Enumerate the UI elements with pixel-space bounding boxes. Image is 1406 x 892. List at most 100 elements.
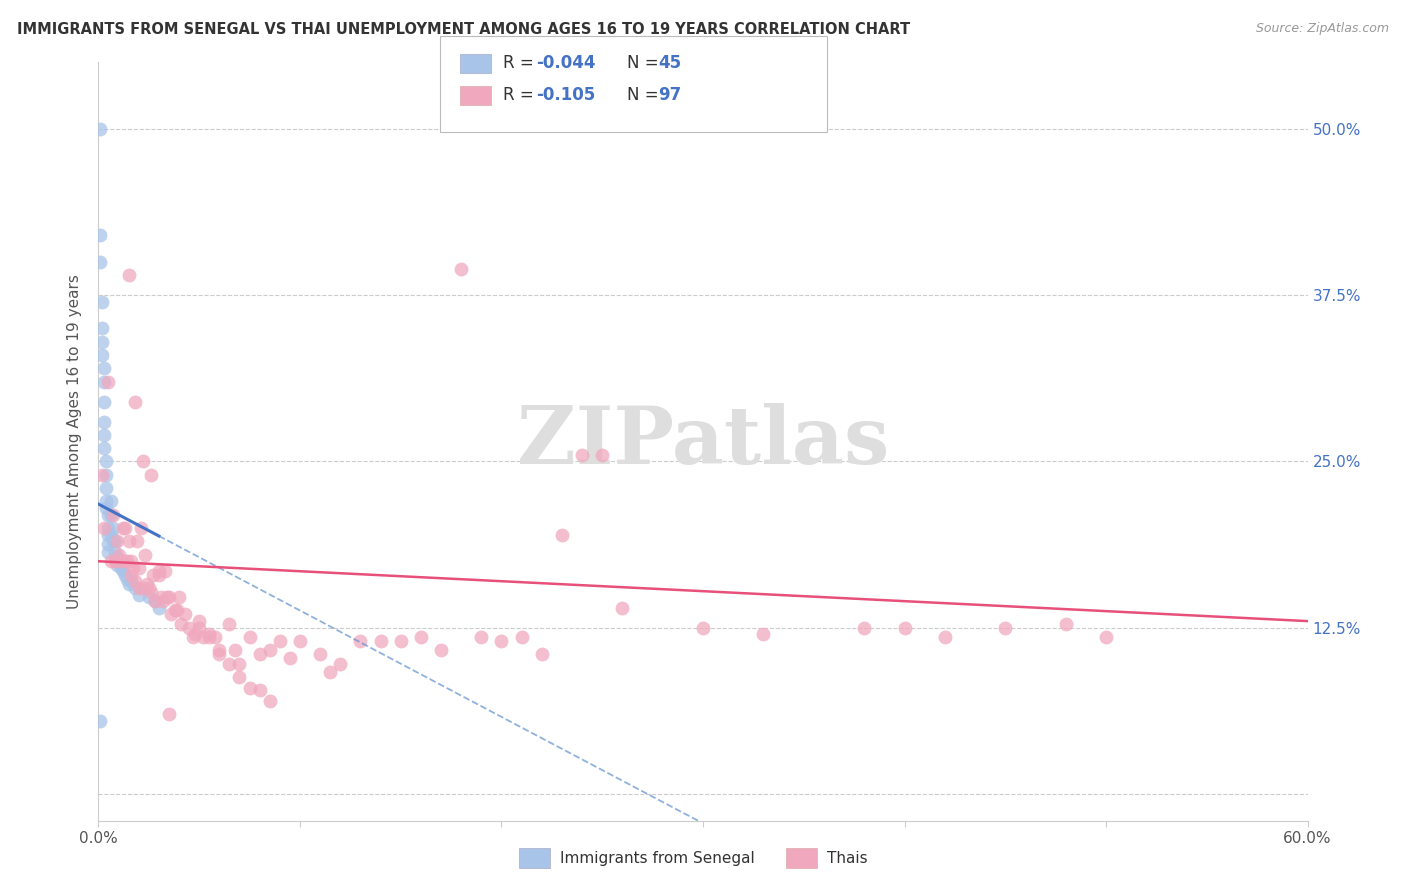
Point — [124, 574, 146, 589]
Point — [612, 600, 634, 615]
Point — [97, 527, 120, 541]
Point — [103, 534, 125, 549]
Point — [389, 634, 412, 648]
Point — [93, 394, 115, 409]
Point — [125, 534, 148, 549]
Point — [105, 550, 128, 565]
Point — [124, 581, 146, 595]
Point — [204, 630, 226, 644]
Point — [157, 707, 180, 722]
Point — [135, 577, 157, 591]
Point — [370, 634, 392, 648]
Point — [470, 630, 492, 644]
Point — [148, 600, 170, 615]
Point — [153, 564, 176, 578]
Point — [89, 714, 111, 728]
Point — [97, 508, 120, 522]
Point — [571, 448, 593, 462]
Point — [148, 567, 170, 582]
Point — [111, 564, 134, 578]
Point — [115, 554, 138, 568]
Point — [118, 268, 141, 283]
Point — [97, 545, 120, 559]
Point — [93, 428, 115, 442]
Point — [349, 634, 371, 648]
Text: N =: N = — [627, 87, 664, 104]
Point — [319, 665, 342, 679]
Point — [228, 657, 250, 671]
Point — [218, 616, 240, 631]
Point — [430, 643, 453, 657]
Point — [143, 594, 166, 608]
Point — [115, 572, 138, 586]
Point — [278, 651, 301, 665]
Point — [157, 590, 180, 604]
Point — [269, 634, 291, 648]
Point — [167, 590, 190, 604]
Point — [1095, 630, 1118, 644]
Point — [91, 467, 114, 482]
Point — [100, 494, 122, 508]
Point — [994, 621, 1017, 635]
Point — [188, 621, 211, 635]
Point — [91, 321, 114, 335]
Point — [96, 494, 118, 508]
Point — [142, 567, 165, 582]
Point — [93, 375, 115, 389]
Point — [239, 630, 262, 644]
Text: ZIPatlas: ZIPatlas — [517, 402, 889, 481]
Point — [120, 554, 142, 568]
Point — [93, 361, 115, 376]
Point — [198, 630, 221, 644]
Point — [174, 607, 197, 622]
Point — [114, 521, 136, 535]
Point — [409, 630, 432, 644]
Point — [89, 122, 111, 136]
Point — [239, 681, 262, 695]
Point — [184, 627, 207, 641]
Point — [100, 554, 122, 568]
Point — [249, 648, 271, 662]
Point — [97, 521, 120, 535]
Point — [1054, 616, 1077, 631]
Point — [208, 648, 231, 662]
Point — [89, 255, 111, 269]
Point — [166, 603, 188, 617]
Point — [114, 567, 136, 582]
Point — [100, 508, 122, 522]
Point — [288, 634, 311, 648]
Point — [259, 694, 281, 708]
Point — [893, 621, 915, 635]
Text: 97: 97 — [658, 87, 682, 104]
Point — [208, 643, 231, 657]
Point — [120, 574, 142, 589]
Point — [181, 630, 204, 644]
Point — [91, 294, 114, 309]
Point — [97, 375, 120, 389]
Point — [148, 564, 170, 578]
Point — [128, 587, 150, 601]
Point — [105, 534, 128, 549]
Text: 45: 45 — [658, 54, 681, 72]
Point — [132, 454, 155, 468]
Point — [138, 590, 160, 604]
Point — [193, 630, 215, 644]
Point — [259, 643, 281, 657]
Point — [692, 621, 714, 635]
Point — [128, 561, 150, 575]
Text: R =: R = — [503, 54, 540, 72]
Point — [128, 581, 150, 595]
Text: N =: N = — [627, 54, 664, 72]
Point — [101, 508, 124, 522]
Point — [491, 634, 513, 648]
Point — [510, 630, 533, 644]
Point — [853, 621, 876, 635]
Y-axis label: Unemployment Among Ages 16 to 19 years: Unemployment Among Ages 16 to 19 years — [67, 274, 83, 609]
Point — [228, 670, 250, 684]
Point — [124, 394, 146, 409]
Point — [188, 614, 211, 628]
Point — [111, 521, 134, 535]
Point — [96, 454, 118, 468]
Point — [110, 554, 132, 568]
Point — [91, 348, 114, 362]
